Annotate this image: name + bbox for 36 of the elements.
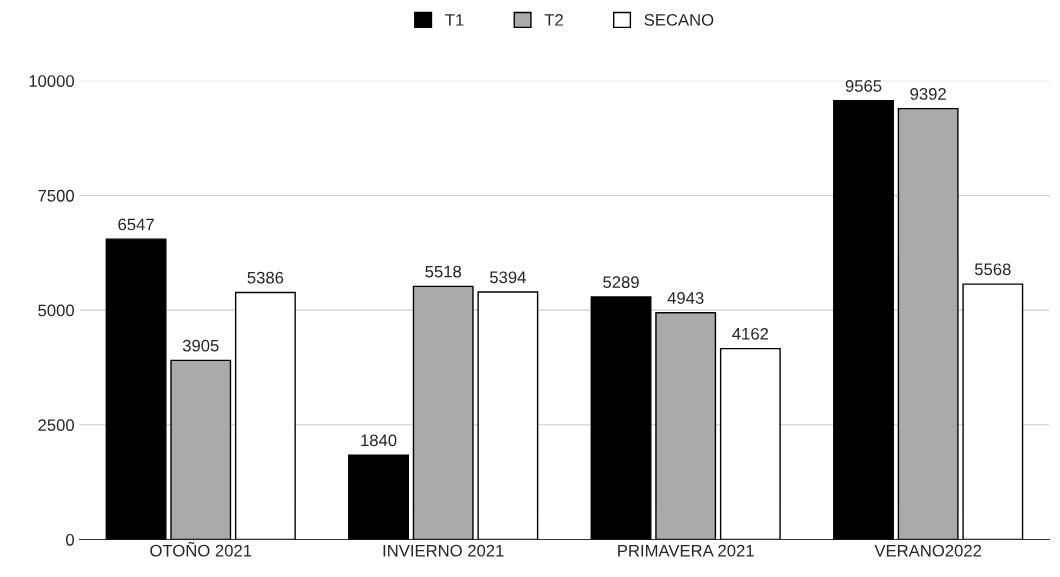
y-tick-label: 10000 — [29, 75, 74, 87]
legend-label: SECANO — [644, 13, 714, 26]
bar — [234, 291, 296, 540]
x-tick-label: OTOÑO 2021 — [150, 541, 252, 557]
data-label: 6547 — [118, 218, 154, 231]
y-tick-label: 7500 — [38, 189, 74, 202]
y-tick-label: 0 — [66, 533, 74, 546]
legend-label: T1 — [445, 14, 464, 26]
bar — [348, 454, 409, 540]
x-tick-label: PRIMAVERA 2021 — [618, 544, 754, 557]
data-label: 1840 — [361, 434, 397, 447]
bar — [412, 285, 474, 540]
bar — [477, 291, 539, 540]
data-label: 9392 — [910, 88, 946, 100]
x-tick-label: VERANO2022 — [874, 544, 982, 557]
x-tick-label: INVIERNO 2021 — [383, 544, 504, 557]
data-label: 5568 — [974, 263, 1011, 276]
legend-label: T2 — [544, 13, 563, 26]
data-label: 5386 — [247, 271, 284, 284]
bar — [590, 296, 652, 540]
bar — [962, 283, 1024, 540]
y-tick-label: 5000 — [38, 304, 74, 317]
bar — [105, 238, 167, 540]
data-label: 5518 — [425, 265, 462, 278]
data-label: 5394 — [490, 271, 526, 284]
bar — [833, 100, 894, 540]
data-label: 4943 — [667, 292, 704, 304]
data-label: 5289 — [603, 276, 639, 289]
data-label: 4162 — [732, 327, 769, 340]
data-label: 9565 — [845, 80, 882, 92]
data-label: 3905 — [182, 339, 219, 352]
bar — [719, 347, 781, 540]
bar — [655, 312, 717, 540]
bar — [170, 359, 232, 540]
bar — [897, 107, 959, 540]
y-tick-label: 2500 — [38, 419, 74, 432]
